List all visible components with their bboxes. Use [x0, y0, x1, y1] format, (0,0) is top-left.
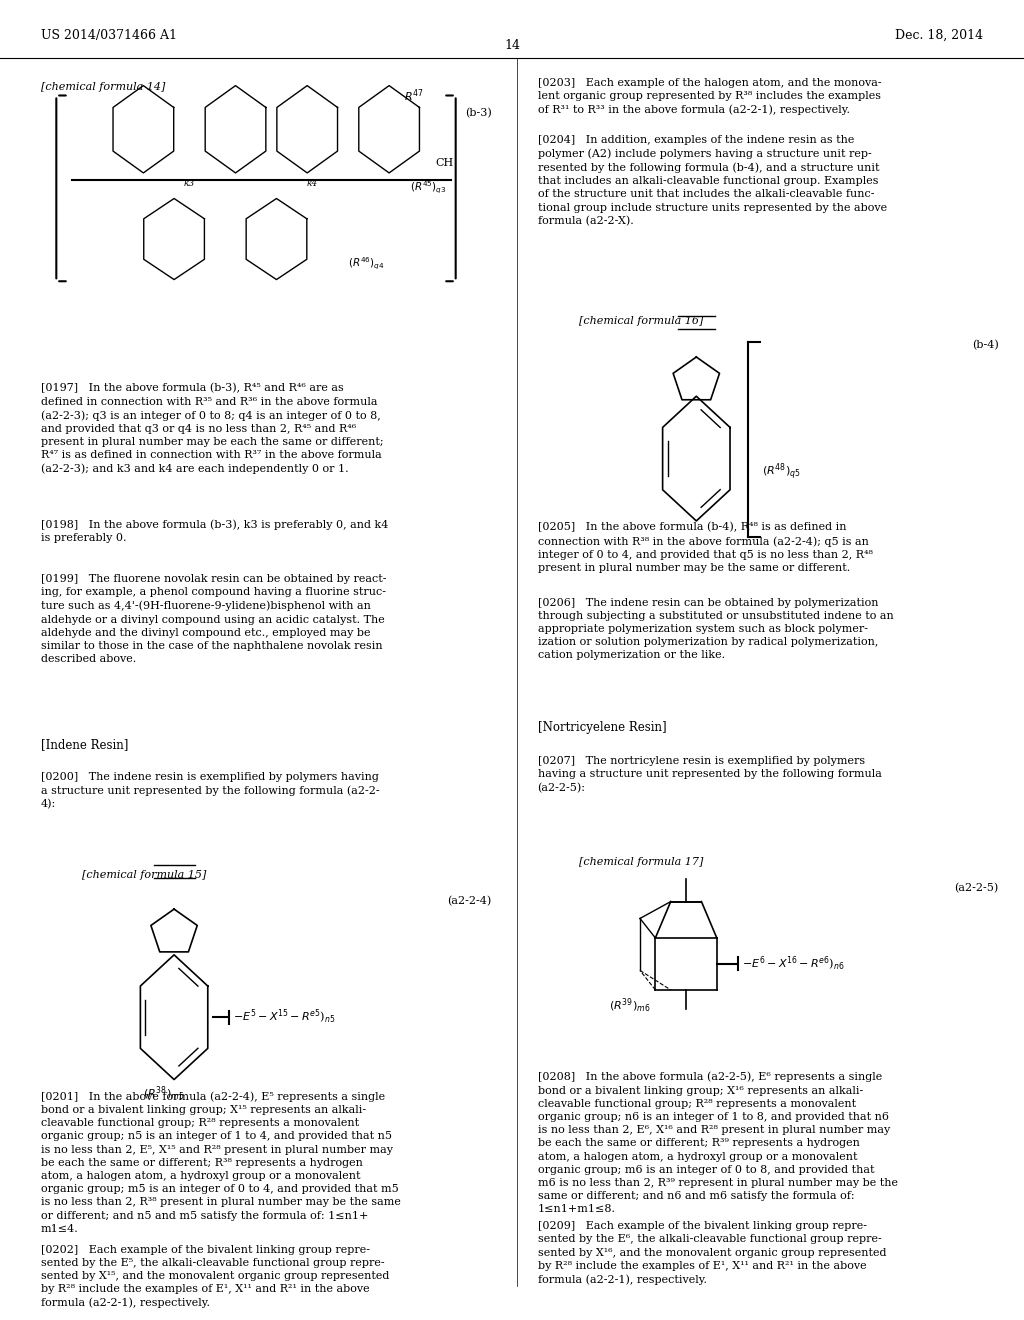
Text: (a2-2-4): (a2-2-4)	[447, 896, 492, 907]
Text: $-E^{5}-X^{15}-R^{e5}$)$_{n5}$: $-E^{5}-X^{15}-R^{e5}$)$_{n5}$	[233, 1008, 336, 1026]
Text: [0201]   In the above formula (a2-2-4), E⁵ represents a single
bond or a bivalen: [0201] In the above formula (a2-2-4), E⁵…	[41, 1092, 400, 1234]
Text: k3: k3	[184, 178, 195, 187]
Text: [0206]   The indene resin can be obtained by polymerization
through subjecting a: [0206] The indene resin can be obtained …	[538, 598, 893, 660]
Text: [0202]   Each example of the bivalent linking group repre-
sented by the E⁵, the: [0202] Each example of the bivalent link…	[41, 1245, 389, 1308]
Text: Dec. 18, 2014: Dec. 18, 2014	[895, 29, 983, 42]
Text: [chemical formula 15]: [chemical formula 15]	[82, 870, 206, 880]
Text: [0208]   In the above formula (a2-2-5), E⁶ represents a single
bond or a bivalen: [0208] In the above formula (a2-2-5), E⁶…	[538, 1072, 898, 1214]
Text: [0207]   The nortricylene resin is exemplified by polymers
having a structure un: [0207] The nortricylene resin is exempli…	[538, 756, 882, 793]
Text: [chemical formula 16]: [chemical formula 16]	[579, 315, 702, 326]
Text: [0204]   In addition, examples of the indene resin as the
polymer (A2) include p: [0204] In addition, examples of the inde…	[538, 135, 887, 226]
Text: $(R^{45})_{q3}$: $(R^{45})_{q3}$	[410, 181, 446, 197]
Text: [0197]   In the above formula (b-3), R⁴⁵ and R⁴⁶ are as
defined in connection wi: [0197] In the above formula (b-3), R⁴⁵ a…	[41, 383, 384, 474]
Text: [Nortricyelene Resin]: [Nortricyelene Resin]	[538, 721, 667, 734]
Text: k4: k4	[307, 178, 317, 187]
Text: [chemical formula 17]: [chemical formula 17]	[579, 858, 702, 867]
Text: (a2-2-5): (a2-2-5)	[954, 883, 998, 894]
Text: [chemical formula 14]: [chemical formula 14]	[41, 82, 165, 92]
Text: [0209]   Each example of the bivalent linking group repre-
sented by the E⁶, the: [0209] Each example of the bivalent link…	[538, 1221, 886, 1284]
Text: CH: CH	[435, 158, 454, 168]
Text: $(R^{46})_{q4}$: $(R^{46})_{q4}$	[348, 256, 385, 272]
Text: 14: 14	[504, 40, 520, 51]
Text: (b-3): (b-3)	[465, 108, 492, 117]
Text: US 2014/0371466 A1: US 2014/0371466 A1	[41, 29, 177, 42]
Text: [Indene Resin]: [Indene Resin]	[41, 738, 128, 751]
Text: [0199]   The fluorene novolak resin can be obtained by react-
ing, for example, : [0199] The fluorene novolak resin can be…	[41, 574, 386, 664]
Text: [0198]   In the above formula (b-3), k3 is preferably 0, and k4
is preferably 0.: [0198] In the above formula (b-3), k3 is…	[41, 520, 388, 544]
Text: [0203]   Each example of the halogen atom, and the monova-
lent organic group re: [0203] Each example of the halogen atom,…	[538, 78, 882, 115]
Text: (b-4): (b-4)	[972, 341, 998, 351]
Text: [0200]   The indene resin is exemplified by polymers having
a structure unit rep: [0200] The indene resin is exemplified b…	[41, 772, 380, 809]
Text: $(R^{48})_{q5}$: $(R^{48})_{q5}$	[762, 461, 801, 482]
Text: $-E^{6}-X^{16}-R^{e6}$)$_{n6}$: $-E^{6}-X^{16}-R^{e6}$)$_{n6}$	[742, 954, 845, 973]
Text: $(R^{38})_{m5}$: $(R^{38})_{m5}$	[143, 1085, 184, 1104]
Text: [0205]   In the above formula (b-4), R⁴⁸ is as defined in
connection with R³⁸ in: [0205] In the above formula (b-4), R⁴⁸ i…	[538, 523, 872, 573]
Text: $(R^{39})_{m6}$: $(R^{39})_{m6}$	[609, 997, 650, 1015]
Text: $R^{47}$: $R^{47}$	[404, 87, 424, 104]
